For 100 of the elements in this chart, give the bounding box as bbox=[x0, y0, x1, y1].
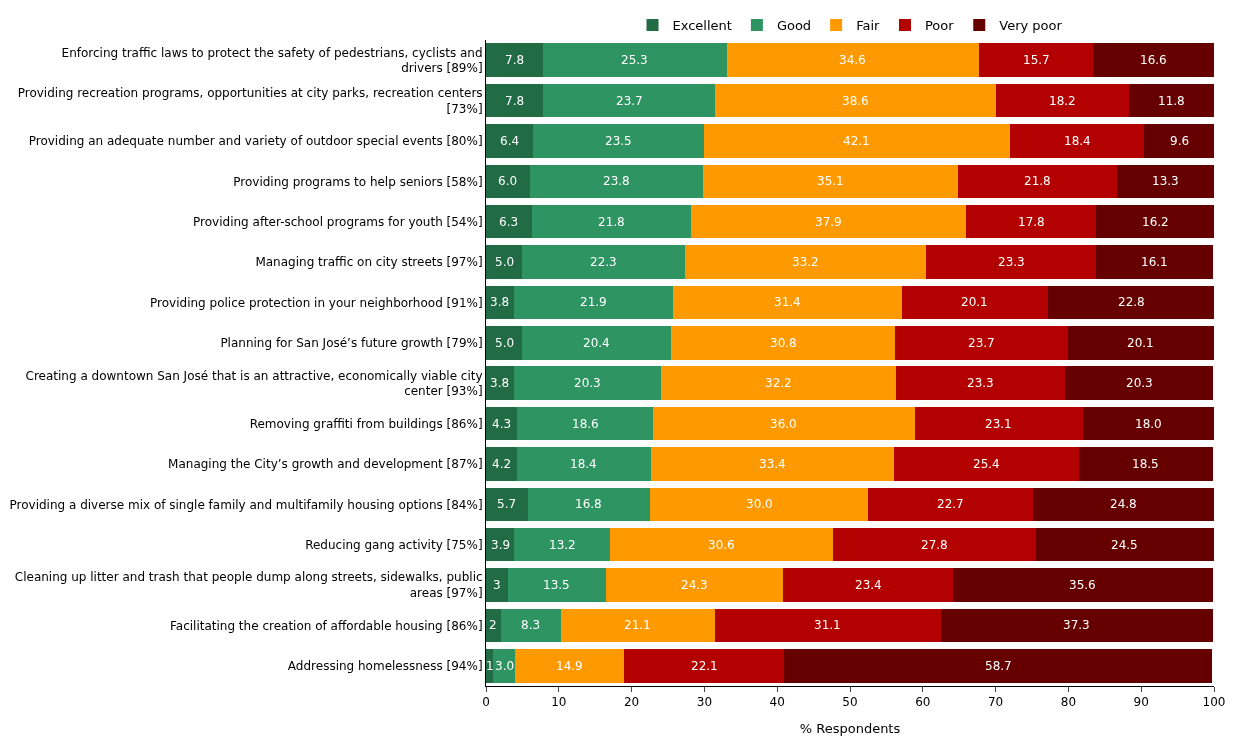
data-label: 18.4 bbox=[570, 457, 597, 471]
bar bbox=[1065, 366, 1214, 400]
bar bbox=[486, 204, 532, 239]
x-tick-label: 60 bbox=[915, 695, 931, 710]
data-label: 13.3 bbox=[1152, 174, 1179, 188]
data-label: 18.4 bbox=[1064, 134, 1091, 148]
x-axis-title: % Respondents bbox=[799, 721, 901, 736]
legend-label: Good bbox=[776, 18, 812, 34]
data-label: 21.9 bbox=[580, 295, 607, 309]
data-label: 20.3 bbox=[574, 376, 601, 390]
y-tick-label: Creating a downtown San José that is an attractive, economically viable city center [93%] bbox=[25, 368, 483, 399]
bar bbox=[1048, 285, 1214, 320]
bar bbox=[783, 568, 954, 602]
bar bbox=[527, 487, 650, 522]
data-label: 3.9 bbox=[491, 538, 511, 552]
bar bbox=[486, 285, 514, 320]
bar bbox=[673, 285, 902, 320]
bar bbox=[486, 487, 528, 522]
data-label: 31.4 bbox=[774, 295, 801, 309]
data-label: 21.8 bbox=[1024, 174, 1051, 188]
bar bbox=[610, 527, 834, 562]
bar bbox=[966, 204, 1097, 239]
data-label: 34.6 bbox=[839, 53, 866, 67]
data-label: 1 bbox=[486, 659, 494, 673]
bar bbox=[542, 83, 716, 118]
bar bbox=[1033, 487, 1214, 522]
bar bbox=[486, 83, 543, 118]
data-label: 7.8 bbox=[505, 53, 525, 67]
y-tick-label: Cleaning up litter and trash that people dump along streets, sidewalks, public areas [97%] bbox=[14, 570, 483, 601]
data-label: 4.2 bbox=[492, 457, 512, 471]
bar bbox=[486, 124, 533, 158]
bar bbox=[684, 245, 927, 279]
bar bbox=[560, 608, 715, 643]
bar bbox=[513, 285, 674, 320]
data-label: 18.0 bbox=[1135, 417, 1162, 431]
data-label: 31.1 bbox=[814, 618, 841, 632]
legend-label: Excellent bbox=[672, 18, 732, 34]
bar bbox=[486, 43, 543, 77]
legend-label: Poor bbox=[924, 18, 955, 34]
bar bbox=[1117, 164, 1214, 199]
bar bbox=[650, 447, 894, 481]
data-label: 3.8 bbox=[490, 295, 510, 309]
bar bbox=[606, 568, 784, 602]
y-tick-label: Providing a diverse mix of single family and multifamily housing options [84%] bbox=[9, 497, 483, 512]
bar bbox=[531, 204, 691, 239]
data-label: 58.7 bbox=[985, 659, 1012, 673]
bar bbox=[868, 487, 1034, 522]
data-label: 24.5 bbox=[1111, 538, 1138, 552]
y-tick-label: Facilitating the creation of affordable housing [86%] bbox=[169, 618, 483, 633]
data-label: 6.4 bbox=[500, 134, 520, 148]
bar bbox=[486, 326, 523, 360]
bar bbox=[1096, 204, 1214, 239]
data-label: 33.2 bbox=[792, 255, 819, 269]
y-tick-label: Providing after-school programs for youth [54%] bbox=[193, 214, 483, 229]
data-label: 37.9 bbox=[815, 215, 842, 229]
data-label: 20.1 bbox=[1127, 336, 1154, 350]
data-label: 5.0 bbox=[495, 336, 515, 350]
data-label: 5.0 bbox=[495, 255, 515, 269]
bar bbox=[1078, 447, 1214, 481]
data-label: 3.0 bbox=[495, 659, 515, 673]
bar bbox=[486, 608, 501, 643]
data-label: 22.8 bbox=[1118, 295, 1145, 309]
data-label: 6.3 bbox=[499, 215, 519, 229]
bar bbox=[726, 43, 979, 77]
x-tick-label: 80 bbox=[1060, 695, 1077, 710]
y-tick-label: Enforcing traffic laws to protect the safety of pedestrians, cyclists and drivers [89%] bbox=[61, 45, 483, 76]
bar bbox=[1082, 406, 1214, 441]
bar bbox=[926, 245, 1097, 279]
data-label: 20.3 bbox=[1126, 376, 1153, 390]
bar bbox=[1035, 527, 1214, 562]
bar bbox=[649, 487, 869, 522]
data-label: 23.4 bbox=[855, 578, 882, 592]
x-tick-label: 100 bbox=[1202, 695, 1226, 710]
data-label: 33.4 bbox=[759, 457, 786, 471]
data-label: 23.8 bbox=[603, 174, 630, 188]
data-label: 23.3 bbox=[998, 255, 1025, 269]
x-tick-label: 70 bbox=[987, 695, 1004, 710]
bar bbox=[1144, 124, 1214, 158]
data-label: 18.5 bbox=[1132, 457, 1159, 471]
data-label: 11.8 bbox=[1158, 94, 1185, 108]
data-label: 30.6 bbox=[708, 538, 735, 552]
bar bbox=[690, 204, 967, 239]
bar bbox=[996, 83, 1129, 118]
bar bbox=[670, 326, 896, 360]
bar bbox=[486, 568, 508, 602]
data-label: 5.7 bbox=[497, 497, 517, 511]
x-tick-label: 30 bbox=[696, 695, 713, 710]
bar bbox=[715, 83, 997, 118]
data-label: 22.3 bbox=[590, 255, 617, 269]
bar bbox=[1093, 43, 1214, 77]
bar bbox=[703, 124, 1011, 158]
data-label: 22.7 bbox=[937, 497, 964, 511]
legend-label: Very poor bbox=[999, 18, 1063, 34]
data-label: 36.0 bbox=[770, 417, 797, 431]
bar bbox=[1067, 326, 1214, 360]
data-label: 15.7 bbox=[1023, 53, 1050, 67]
bar bbox=[486, 366, 514, 400]
bar bbox=[784, 649, 1212, 683]
data-label: 8.3 bbox=[521, 618, 541, 632]
data-label: 6.0 bbox=[498, 174, 518, 188]
